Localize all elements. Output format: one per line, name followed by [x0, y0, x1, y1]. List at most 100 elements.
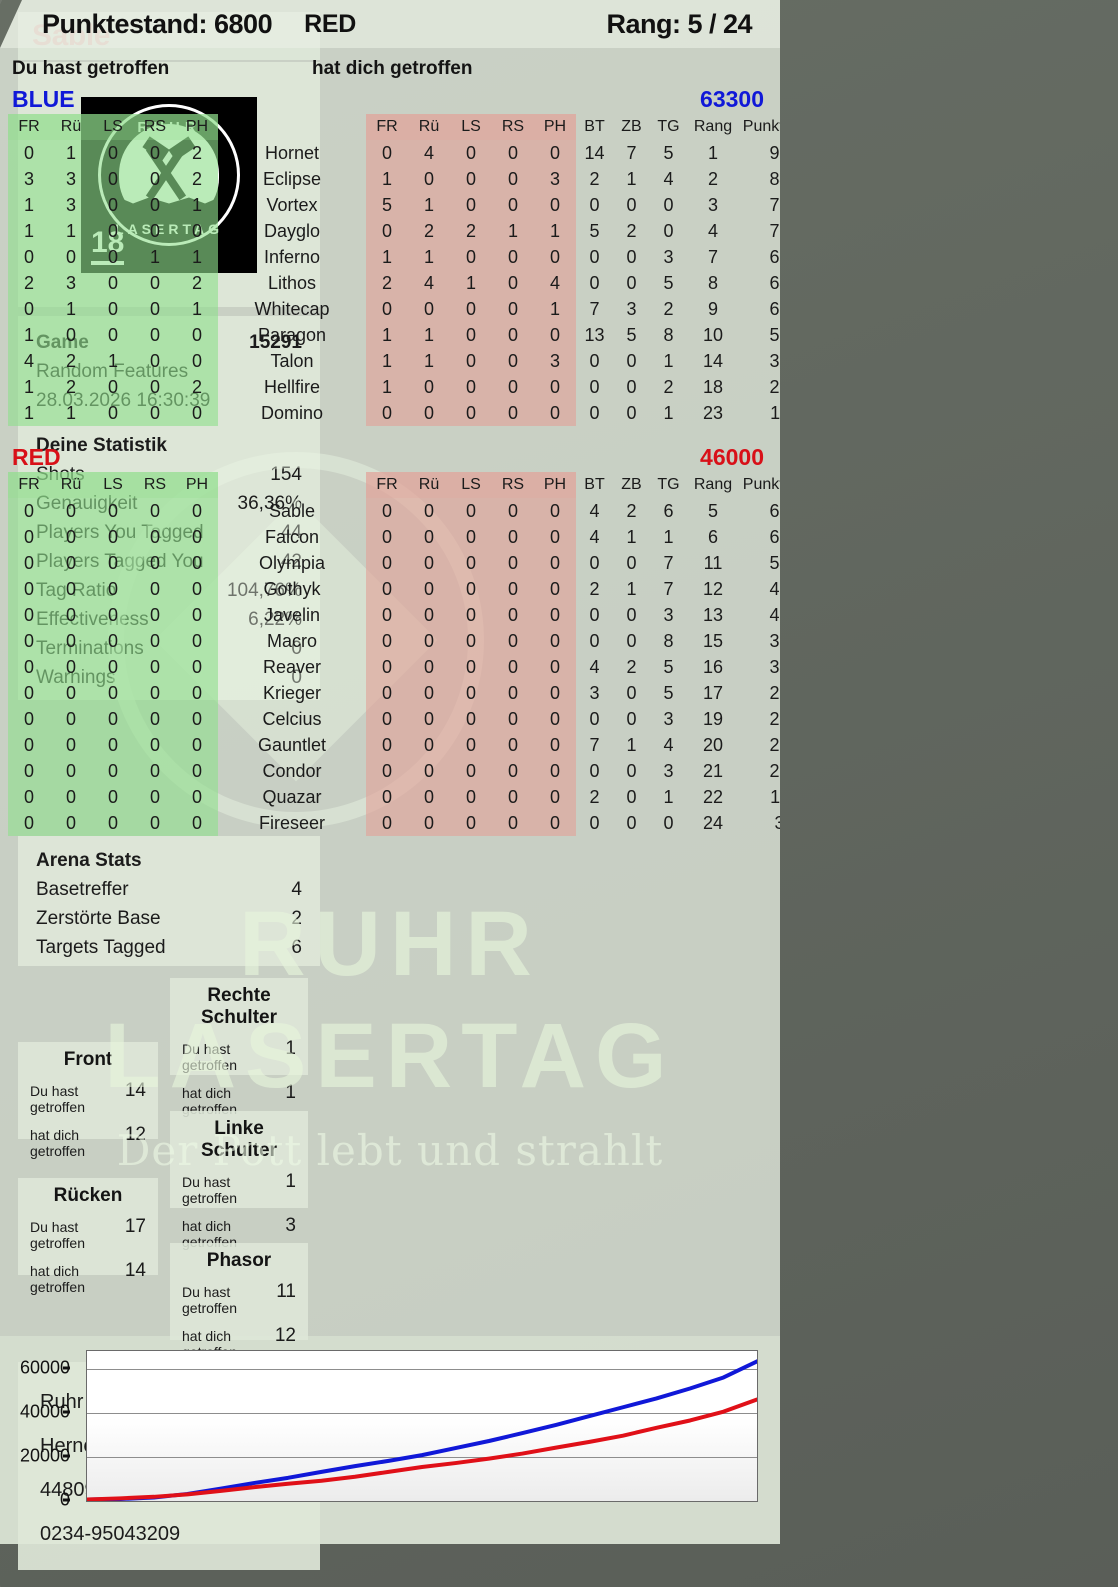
- cell-you: 0: [176, 628, 218, 654]
- score-value: Punktestand: 6800: [42, 8, 273, 39]
- cell-you: 0: [50, 654, 92, 680]
- cell-you: 0: [50, 550, 92, 576]
- cell-ZB: 0: [626, 682, 637, 703]
- bodypart-right-shoulder-hit-value: 1: [285, 1038, 296, 1059]
- cell-BT: 0: [589, 272, 600, 293]
- table-header-row: FRRüLSRSPHFRRüLSRSPHBTZBTGRangPunktestan…: [8, 114, 780, 140]
- cell-them: 0: [366, 400, 408, 426]
- cell-you: 0: [176, 218, 218, 244]
- col-header-them-FR: FR: [366, 114, 408, 140]
- cell-ZB: 1: [626, 168, 637, 189]
- cell-player-name: Quazar: [262, 786, 322, 807]
- teams-container: BLUE 63300 FR Rü LS RS PH FR Rü LS RS PH BT ZB TG Rang P…: [8, 86, 780, 836]
- bodypart-phasor-title: Phasor: [206, 1250, 272, 1271]
- cell-you: 0: [8, 498, 50, 524]
- table-row[interactable]: 00000Celcius00000003192200: [8, 706, 780, 732]
- col-header-them-LS: LS: [450, 472, 492, 498]
- table-row[interactable]: 10000Paragon110001358105800: [8, 322, 780, 348]
- table-row[interactable]: 11000Domino00000001231100: [8, 400, 780, 426]
- team-header-blue: BLUE 63300: [8, 86, 768, 114]
- cell-them: 0: [450, 322, 492, 348]
- cell-player-name: Krieger: [262, 682, 322, 703]
- table-row[interactable]: 00000Krieger00000305172900: [8, 680, 780, 706]
- cell-them: 0: [366, 218, 408, 244]
- table-row[interactable]: 00000Macro00000008153700: [8, 628, 780, 654]
- cell-them: 1: [366, 374, 408, 400]
- cell-you: 0: [176, 758, 218, 784]
- cell-you: 2: [50, 374, 92, 400]
- cell-them: 2: [408, 218, 450, 244]
- col-header-you-FR: FR: [8, 114, 50, 140]
- cell-you: 0: [134, 192, 176, 218]
- cell-points: 5800: [769, 324, 780, 345]
- cell-player-name: Dayglo: [263, 220, 321, 241]
- table-row[interactable]: 01001Whitecap0000173296000: [8, 296, 780, 322]
- cell-you: 0: [134, 758, 176, 784]
- cell-them: 0: [366, 732, 408, 758]
- stat-value: 44: [280, 522, 302, 543]
- cell-you: 0: [134, 810, 176, 836]
- cell-you: 1: [8, 322, 50, 348]
- table-row[interactable]: 42100Talon11003001143700: [8, 348, 780, 374]
- cell-you: 0: [134, 296, 176, 322]
- cell-you: 0: [8, 602, 50, 628]
- table-header-row: FRRüLSRSPHFRRüLSRSPHBTZBTGRangPunktestan…: [8, 472, 780, 498]
- arena-stat-row: Zerstörte Base 2: [36, 904, 302, 933]
- cell-them: 0: [492, 498, 534, 524]
- table-row[interactable]: 23002Lithos2410400586400: [8, 270, 780, 296]
- cell-you: 0: [134, 706, 176, 732]
- cell-you: 3: [50, 192, 92, 218]
- table-row[interactable]: 00000Javelin00000003134600: [8, 602, 780, 628]
- table-row[interactable]: 12002Hellfire10000002182300: [8, 374, 780, 400]
- cell-you: 1: [50, 400, 92, 426]
- cell-rank: 14: [702, 350, 724, 371]
- col-header-points: Punktestand:: [742, 476, 780, 493]
- arena-stat-value: 2: [291, 908, 302, 929]
- bodypart-phasor-taken-value: 12: [274, 1325, 296, 1346]
- table-row[interactable]: 00000Reaver00000425163400: [8, 654, 780, 680]
- col-header-them-Rü: Rü: [408, 114, 450, 140]
- cell-BT: 0: [589, 630, 600, 651]
- cell-rank: 10: [702, 324, 724, 345]
- cell-BT: 3: [589, 682, 600, 703]
- table-row[interactable]: 01002Hornet04000147519000: [8, 140, 780, 166]
- col-header-them-RS: RS: [492, 472, 534, 498]
- table-row[interactable]: 33002Eclipse1000321428400: [8, 166, 780, 192]
- cell-them: 3: [534, 166, 576, 192]
- chart-plot-area: [86, 1350, 758, 1502]
- table-row[interactable]: 00000Quazar00000201221100: [8, 784, 780, 810]
- cell-them: 0: [492, 166, 534, 192]
- cell-them: 0: [366, 550, 408, 576]
- cell-them: 0: [492, 400, 534, 426]
- col-header-player: [218, 114, 366, 140]
- cell-ZB: 5: [626, 324, 637, 345]
- table-row[interactable]: 13001Vortex5100000037100: [8, 192, 780, 218]
- cell-them: 0: [492, 576, 534, 602]
- table-row[interactable]: 00000Gothyk00000217124700: [8, 576, 780, 602]
- cell-you: 0: [8, 654, 50, 680]
- cell-BT: 2: [589, 168, 600, 189]
- cell-you: 0: [50, 244, 92, 270]
- table-row[interactable]: 00000Sable0000042656800: [8, 498, 780, 524]
- cell-them: 0: [450, 348, 492, 374]
- table-row[interactable]: 00000Gauntlet00000714202100: [8, 732, 780, 758]
- table-row[interactable]: 00000Falcon0000041166800: [8, 524, 780, 550]
- cell-them: 0: [534, 628, 576, 654]
- chart-series-blue: [87, 1359, 757, 1501]
- cell-them: 1: [408, 244, 450, 270]
- cell-them: 0: [534, 140, 576, 166]
- bodypart-right-shoulder-hit-row: Du hast getroffen 1: [182, 1038, 296, 1073]
- cell-points: 6800: [769, 500, 780, 521]
- table-row[interactable]: 00011Inferno1100000376500: [8, 244, 780, 270]
- cell-player-name: Gothyk: [263, 578, 321, 599]
- bodypart-back-hit-value: 17: [124, 1216, 146, 1237]
- cell-you: 0: [92, 400, 134, 426]
- bodypart-left-shoulder-title: Linke Schulter: [200, 1118, 278, 1161]
- table-row[interactable]: 00000Olympia00000007115400: [8, 550, 780, 576]
- table-row[interactable]: 00000Fireseer0000000024300: [8, 810, 780, 836]
- cell-them: 0: [366, 498, 408, 524]
- cell-them: 0: [534, 550, 576, 576]
